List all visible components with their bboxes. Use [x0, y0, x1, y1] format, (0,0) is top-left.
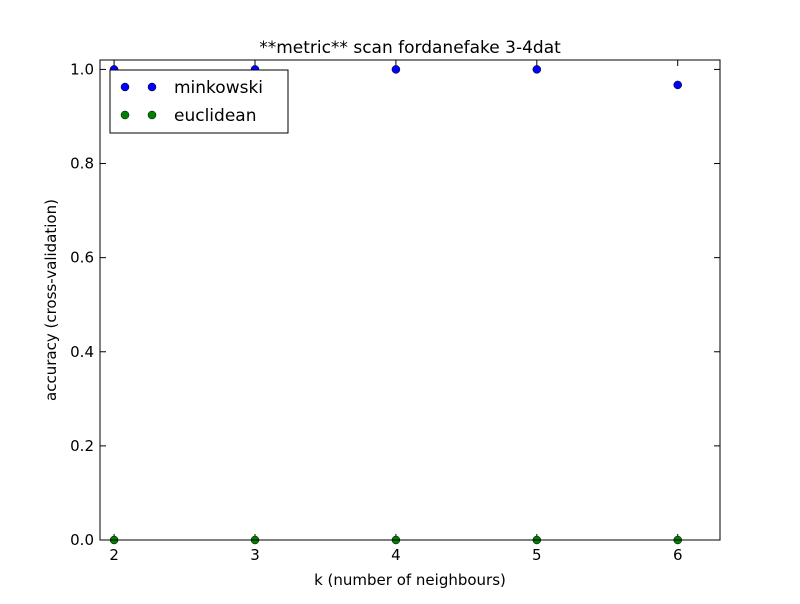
y-tick-label: 1.0 — [70, 60, 94, 78]
legend-label-minkowski: minkowski — [174, 78, 263, 98]
x-tick-label: 4 — [391, 546, 401, 564]
legend-box — [109, 69, 289, 134]
legend-marker-euclidean — [120, 110, 130, 120]
y-tick-label: 0.0 — [70, 531, 94, 549]
y-axis-label: accuracy (cross-validation) — [42, 199, 60, 401]
plot-area — [109, 65, 682, 545]
axis-ticks: 2 3 4 5 6 0.0 0.2 0.4 0.6 0.8 1.0 — [70, 60, 720, 564]
legend-marker-euclidean — [147, 110, 157, 120]
x-tick-label: 5 — [532, 546, 542, 564]
y-tick-label: 0.8 — [70, 155, 94, 173]
legend-marker-minkowski — [120, 82, 130, 92]
y-tick-label: 0.6 — [70, 249, 94, 267]
chart-title: **metric** scan fordanefake 3-4dat — [259, 38, 561, 58]
data-point-minkowski — [391, 65, 401, 74]
legend-label-euclidean: euclidean — [174, 106, 256, 126]
x-axis-label: k (number of neighbours) — [314, 571, 506, 589]
legend: minkowski euclidean — [109, 69, 289, 134]
x-tick-label: 3 — [250, 546, 260, 564]
x-tick-label: 6 — [673, 546, 683, 564]
y-tick-label: 0.4 — [70, 343, 94, 361]
data-point-minkowski — [532, 65, 542, 74]
x-tick-label: 2 — [109, 546, 119, 564]
y-tick-label: 0.2 — [70, 437, 94, 455]
data-point-minkowski — [673, 80, 682, 90]
plot-frame — [99, 59, 721, 541]
legend-marker-minkowski — [147, 82, 157, 92]
